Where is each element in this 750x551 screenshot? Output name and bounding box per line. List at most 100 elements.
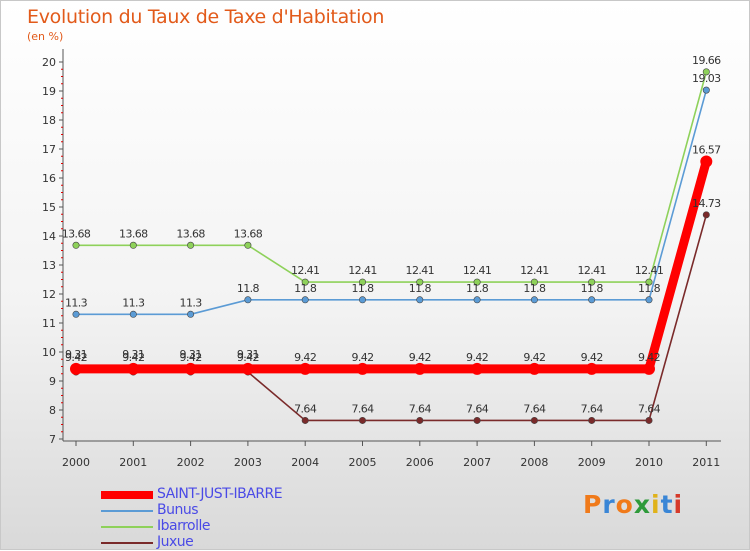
legend-label-ibarrolle: Ibarrolle bbox=[157, 518, 211, 534]
data-label: 12.41 bbox=[406, 264, 435, 277]
data-label: 13.68 bbox=[176, 227, 205, 240]
legend-label-bunus: Bunus bbox=[157, 502, 199, 518]
chart-title: Evolution du Taux de Taxe d'Habitation bbox=[27, 6, 385, 28]
proxiti-logo: Proxiti bbox=[583, 490, 683, 519]
data-label: 19.03 bbox=[692, 72, 721, 85]
y-tick-label: 17 bbox=[42, 143, 56, 156]
axes: 7 8 9 10 11 12 13 14 15 16 17 18 19 20 2000 2001 2002 200… bbox=[42, 49, 721, 469]
data-label: 9.42 bbox=[351, 351, 373, 364]
data-label: 7.64 bbox=[523, 402, 546, 415]
data-label: 9.42 bbox=[466, 351, 488, 364]
data-label: 7.64 bbox=[294, 402, 317, 415]
legend-swatch-juxue bbox=[101, 542, 153, 544]
data-point bbox=[588, 416, 596, 424]
y-tick-label: 8 bbox=[49, 404, 56, 417]
data-label: 11.8 bbox=[523, 282, 546, 295]
data-point bbox=[473, 416, 481, 424]
legend-item-ibarrolle: Ibarrolle bbox=[101, 518, 361, 535]
data-point bbox=[129, 241, 137, 249]
data-label: 7.64 bbox=[638, 402, 661, 415]
x-tick-label: 2003 bbox=[234, 456, 262, 469]
data-point bbox=[416, 416, 424, 424]
data-label: 12.41 bbox=[635, 264, 664, 277]
x-tick-label: 2007 bbox=[463, 456, 491, 469]
y-tick-label: 9 bbox=[49, 375, 56, 388]
data-point bbox=[530, 278, 538, 286]
data-label: 9.42 bbox=[122, 351, 144, 364]
x-tick-label: 2005 bbox=[349, 456, 377, 469]
y-tick-label: 18 bbox=[42, 114, 56, 127]
data-point bbox=[702, 68, 710, 76]
data-point bbox=[530, 416, 538, 424]
legend-label-saint-just-ibarre: SAINT-JUST-IBARRE bbox=[157, 486, 283, 502]
data-label: 9.42 bbox=[237, 351, 259, 364]
data-point bbox=[241, 362, 254, 375]
data-point bbox=[127, 362, 140, 375]
data-label: 7.64 bbox=[581, 402, 604, 415]
data-point bbox=[358, 416, 366, 424]
legend-item-juxue: Juxue bbox=[101, 534, 361, 551]
logo-letter: t bbox=[660, 490, 674, 519]
data-label: 13.68 bbox=[119, 227, 148, 240]
data-label: 9.31 bbox=[65, 348, 87, 361]
data-label: 9.31 bbox=[237, 348, 259, 361]
y-tick-label: 14 bbox=[42, 230, 56, 243]
logo-letter: x bbox=[633, 490, 651, 519]
y-tick-label: 20 bbox=[42, 56, 56, 69]
x-tick-label: 2011 bbox=[692, 456, 720, 469]
data-point bbox=[184, 362, 197, 375]
y-tick-label: 12 bbox=[42, 288, 56, 301]
data-label: 9.31 bbox=[122, 348, 144, 361]
logo-letter: i bbox=[651, 490, 661, 519]
data-point bbox=[299, 362, 312, 375]
series-lines bbox=[70, 68, 713, 424]
y-tick-label: 16 bbox=[42, 172, 56, 185]
data-label: 12.41 bbox=[463, 264, 492, 277]
data-point bbox=[416, 296, 424, 304]
data-point bbox=[356, 362, 369, 375]
data-label: 11.8 bbox=[351, 282, 374, 295]
data-point bbox=[187, 241, 195, 249]
data-point bbox=[244, 241, 252, 249]
data-point bbox=[530, 296, 538, 304]
data-label: 9.42 bbox=[409, 351, 431, 364]
data-label: 11.8 bbox=[581, 282, 604, 295]
data-point bbox=[528, 362, 541, 375]
x-tick-label: 2004 bbox=[291, 456, 319, 469]
data-point bbox=[358, 296, 366, 304]
data-point bbox=[645, 296, 653, 304]
data-point bbox=[301, 296, 309, 304]
data-point bbox=[702, 211, 710, 219]
series-line bbox=[76, 160, 711, 374]
legend-item-saint-just-ibarre: SAINT-JUST-IBARRE bbox=[101, 486, 361, 503]
data-point bbox=[187, 310, 195, 318]
data-point bbox=[72, 241, 80, 249]
data-label: 12.41 bbox=[348, 264, 377, 277]
logo-letter: i bbox=[673, 490, 684, 519]
data-label: 9.42 bbox=[638, 351, 660, 364]
legend-swatch-ibarrolle bbox=[101, 526, 153, 528]
data-label: 12.41 bbox=[291, 264, 320, 277]
data-label: 9.42 bbox=[65, 351, 87, 364]
data-point bbox=[301, 278, 309, 286]
data-point bbox=[416, 278, 424, 286]
legend-label-juxue: Juxue bbox=[157, 534, 194, 550]
x-tick-label: 2010 bbox=[635, 456, 663, 469]
series-line bbox=[76, 89, 708, 316]
logo-letter: o bbox=[615, 490, 634, 519]
data-point bbox=[301, 416, 309, 424]
data-point bbox=[702, 86, 710, 94]
data-point bbox=[700, 155, 713, 168]
data-label: 9.42 bbox=[581, 351, 603, 364]
data-point bbox=[70, 362, 82, 375]
data-label: 9.42 bbox=[523, 351, 545, 364]
data-point bbox=[413, 362, 426, 375]
data-point bbox=[643, 362, 655, 375]
x-tick-label: 2000 bbox=[62, 456, 90, 469]
legend-item-bunus: Bunus bbox=[101, 502, 361, 519]
data-point bbox=[588, 278, 596, 286]
data-label: 11.3 bbox=[180, 296, 203, 309]
legend-swatch-saint-just-ibarre bbox=[101, 491, 153, 499]
